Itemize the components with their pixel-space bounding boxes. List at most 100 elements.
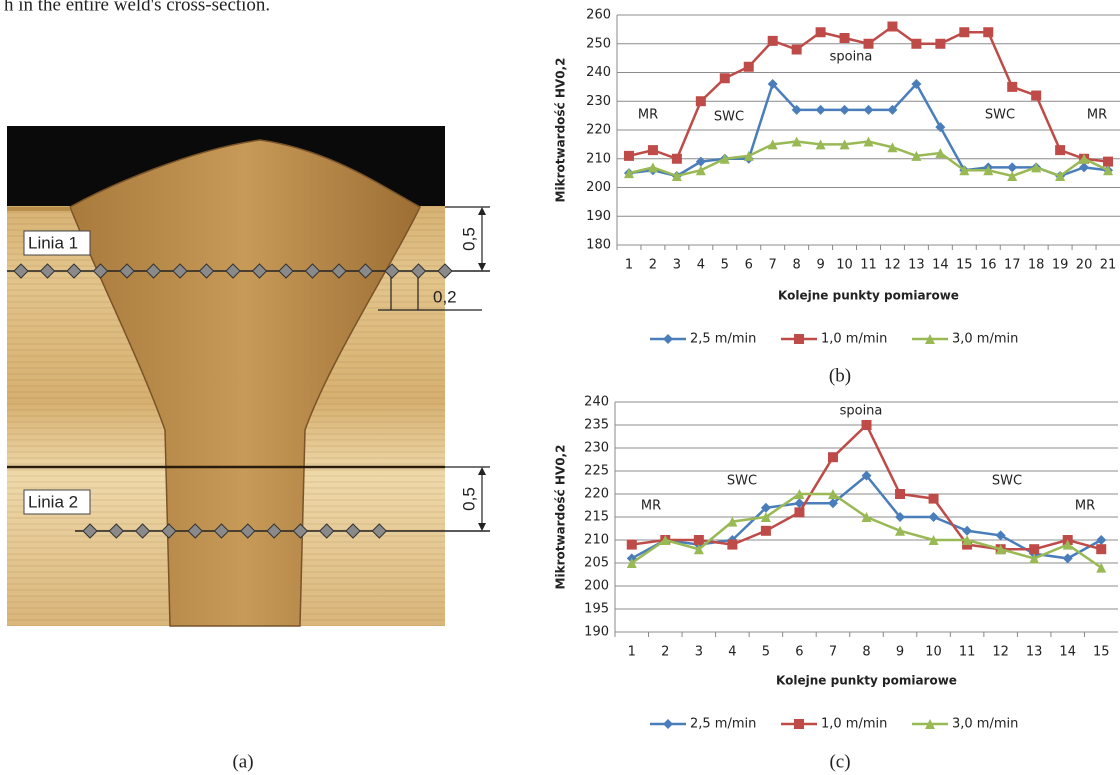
annotation: SWC <box>992 474 1022 489</box>
data-point <box>935 39 945 49</box>
x-tick-label: 5 <box>762 645 770 660</box>
data-point <box>1031 91 1041 101</box>
x-tick-label: 11 <box>959 645 976 660</box>
x-tick-label: 9 <box>816 258 824 273</box>
caption: (c) <box>829 751 850 772</box>
data-point <box>864 39 874 49</box>
data-point <box>1063 553 1073 563</box>
x-tick-label: 6 <box>795 645 803 660</box>
caption: (b) <box>829 365 851 386</box>
series-line <box>632 425 1101 549</box>
x-tick-label: 7 <box>769 258 777 273</box>
data-point <box>959 27 969 37</box>
x-tick-label: 17 <box>1004 258 1021 273</box>
data-point <box>744 62 754 72</box>
data-point <box>1007 82 1017 92</box>
y-tick-label: 240 <box>584 395 609 410</box>
y-tick-label: 250 <box>586 36 611 51</box>
x-tick-label: 21 <box>1100 258 1117 273</box>
y-tick-label: 230 <box>584 441 609 456</box>
data-point <box>672 154 682 164</box>
y-tick-label: 260 <box>586 8 611 23</box>
x-tick-label: 20 <box>1076 258 1093 273</box>
data-point <box>840 33 850 43</box>
y-tick-label: 190 <box>584 625 609 640</box>
legend-label: 2,5 m/min <box>690 717 756 732</box>
data-point <box>996 530 1006 540</box>
data-point <box>983 27 993 37</box>
figure: h in the entire weld's cross-section. Li… <box>0 0 1120 775</box>
data-point <box>792 45 802 55</box>
data-point <box>929 512 939 522</box>
legend-label: 1,0 m/min <box>821 717 887 732</box>
y-axis-title: Mikrotwardość HV0,2 <box>554 58 568 203</box>
x-tick-label: 2 <box>649 258 657 273</box>
annotation: MR <box>1075 499 1095 514</box>
data-point <box>864 105 874 115</box>
series-line <box>632 494 1101 568</box>
line-label: Linia 2 <box>28 492 78 511</box>
line-label: Linia 1 <box>28 233 78 252</box>
legend-label: 3,0 m/min <box>952 332 1018 347</box>
data-point <box>962 526 972 536</box>
y-tick-label: 215 <box>584 510 609 525</box>
data-point <box>761 526 771 536</box>
x-tick-label: 1 <box>628 645 636 660</box>
x-tick-label: 9 <box>896 645 904 660</box>
annotation: SWC <box>727 474 757 489</box>
data-point <box>794 507 804 517</box>
x-tick-label: 16 <box>980 258 997 273</box>
y-tick-label: 210 <box>586 151 611 166</box>
data-point <box>895 489 905 499</box>
x-tick-label: 13 <box>908 258 925 273</box>
data-point <box>624 151 634 161</box>
annotation: MR <box>1087 108 1107 123</box>
dimension-label: 0,5 <box>459 227 478 251</box>
legend-label: 3,0 m/min <box>952 717 1018 732</box>
dimension-label: 0,2 <box>433 287 457 306</box>
data-point <box>1029 544 1039 554</box>
header-fragment: h in the entire weld's cross-section. <box>4 0 270 15</box>
data-point <box>1007 162 1017 172</box>
y-tick-label: 180 <box>586 238 611 253</box>
x-tick-label: 3 <box>695 645 703 660</box>
legend-label: 2,5 m/min <box>690 332 756 347</box>
data-point <box>1079 162 1089 172</box>
data-point <box>862 420 872 430</box>
x-tick-label: 8 <box>862 645 870 660</box>
x-tick-label: 14 <box>1059 645 1076 660</box>
x-tick-label: 13 <box>1026 645 1043 660</box>
x-tick-label: 2 <box>661 645 669 660</box>
x-tick-label: 14 <box>932 258 949 273</box>
y-tick-label: 210 <box>584 533 609 548</box>
y-tick-label: 200 <box>586 180 611 195</box>
x-tick-label: 12 <box>992 645 1009 660</box>
data-point <box>840 105 850 115</box>
data-point <box>828 452 838 462</box>
x-tick-label: 4 <box>697 258 705 273</box>
data-point <box>768 36 778 46</box>
x-tick-label: 10 <box>836 258 853 273</box>
micrograph: Linia 1 Linia 2 0,5 0,2 0,5 (a) <box>7 126 490 772</box>
y-axis-title: Mikrotwardość HV0,2 <box>554 445 568 590</box>
y-tick-label: 190 <box>586 209 611 224</box>
x-tick-label: 10 <box>925 645 942 660</box>
dimension-label: 0,5 <box>459 487 478 511</box>
y-tick-label: 230 <box>586 94 611 109</box>
data-point <box>935 122 945 132</box>
data-point <box>627 540 637 550</box>
annotation: SWC <box>714 110 744 125</box>
y-tick-label: 195 <box>584 602 609 617</box>
x-tick-label: 4 <box>728 645 736 660</box>
data-point <box>696 96 706 106</box>
y-tick-label: 205 <box>584 556 609 571</box>
annotation: SWC <box>985 108 1015 123</box>
x-tick-label: 11 <box>860 258 877 273</box>
data-point <box>694 535 704 545</box>
x-tick-label: 15 <box>1093 645 1110 660</box>
y-tick-label: 225 <box>584 464 609 479</box>
x-tick-label: 12 <box>884 258 901 273</box>
data-point <box>1055 145 1065 155</box>
data-point <box>648 145 658 155</box>
data-point <box>1096 535 1106 545</box>
